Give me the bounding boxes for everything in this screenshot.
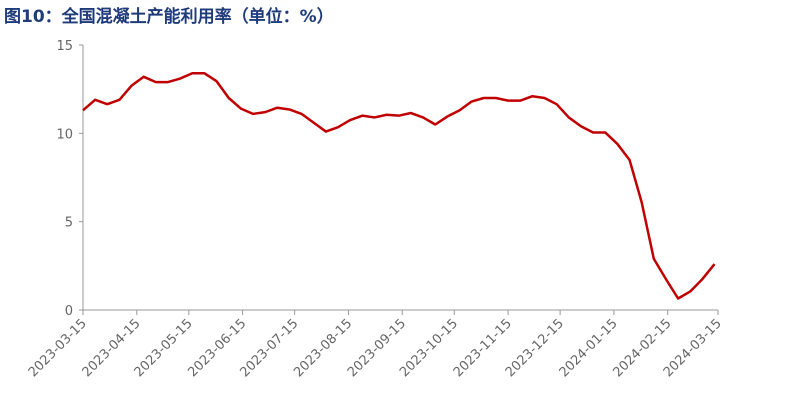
y-tick-label: 0 xyxy=(65,304,73,319)
y-tick-label: 5 xyxy=(65,216,73,231)
chart-title: 图10：全国混凝土产能利用率（单位：%） xyxy=(4,6,334,27)
y-tick-label: 10 xyxy=(56,127,73,142)
y-tick-label: 15 xyxy=(56,39,73,54)
line xyxy=(82,72,716,300)
